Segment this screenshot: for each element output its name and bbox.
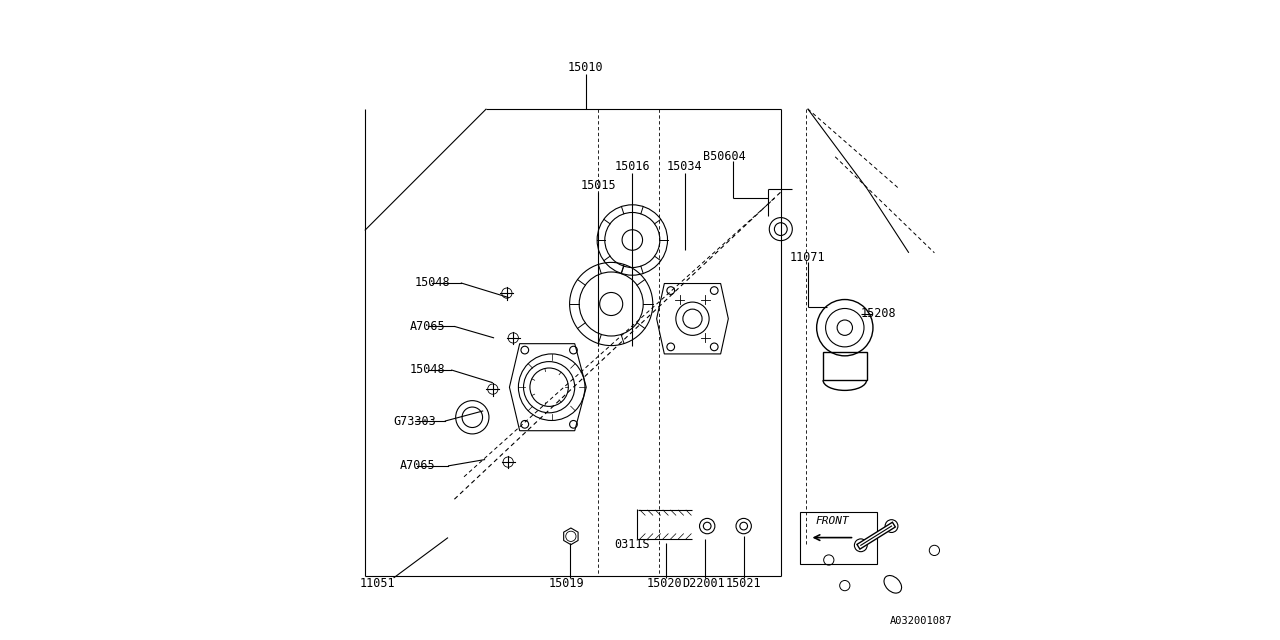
Text: FRONT: FRONT xyxy=(815,516,849,526)
Text: 15021: 15021 xyxy=(726,577,762,590)
Text: 15034: 15034 xyxy=(667,160,703,173)
Text: 15010: 15010 xyxy=(568,61,603,74)
Text: B50604: B50604 xyxy=(703,150,746,163)
Text: 15020: 15020 xyxy=(646,577,682,590)
Text: 11051: 11051 xyxy=(360,577,396,590)
Text: A7065: A7065 xyxy=(399,460,435,472)
Text: 0311S: 0311S xyxy=(614,538,649,550)
Text: D22001: D22001 xyxy=(682,577,726,590)
Text: A032001087: A032001087 xyxy=(890,616,952,626)
Text: 15048: 15048 xyxy=(415,276,449,289)
Text: 15048: 15048 xyxy=(410,364,445,376)
Text: 11071: 11071 xyxy=(790,251,826,264)
Text: 15019: 15019 xyxy=(549,577,584,590)
Bar xyxy=(800,512,877,564)
Text: 15015: 15015 xyxy=(581,179,616,192)
Text: 15208: 15208 xyxy=(860,307,896,320)
Bar xyxy=(823,352,867,380)
Text: G73303: G73303 xyxy=(393,415,436,428)
Text: 15016: 15016 xyxy=(614,160,650,173)
Text: A7065: A7065 xyxy=(410,320,445,333)
